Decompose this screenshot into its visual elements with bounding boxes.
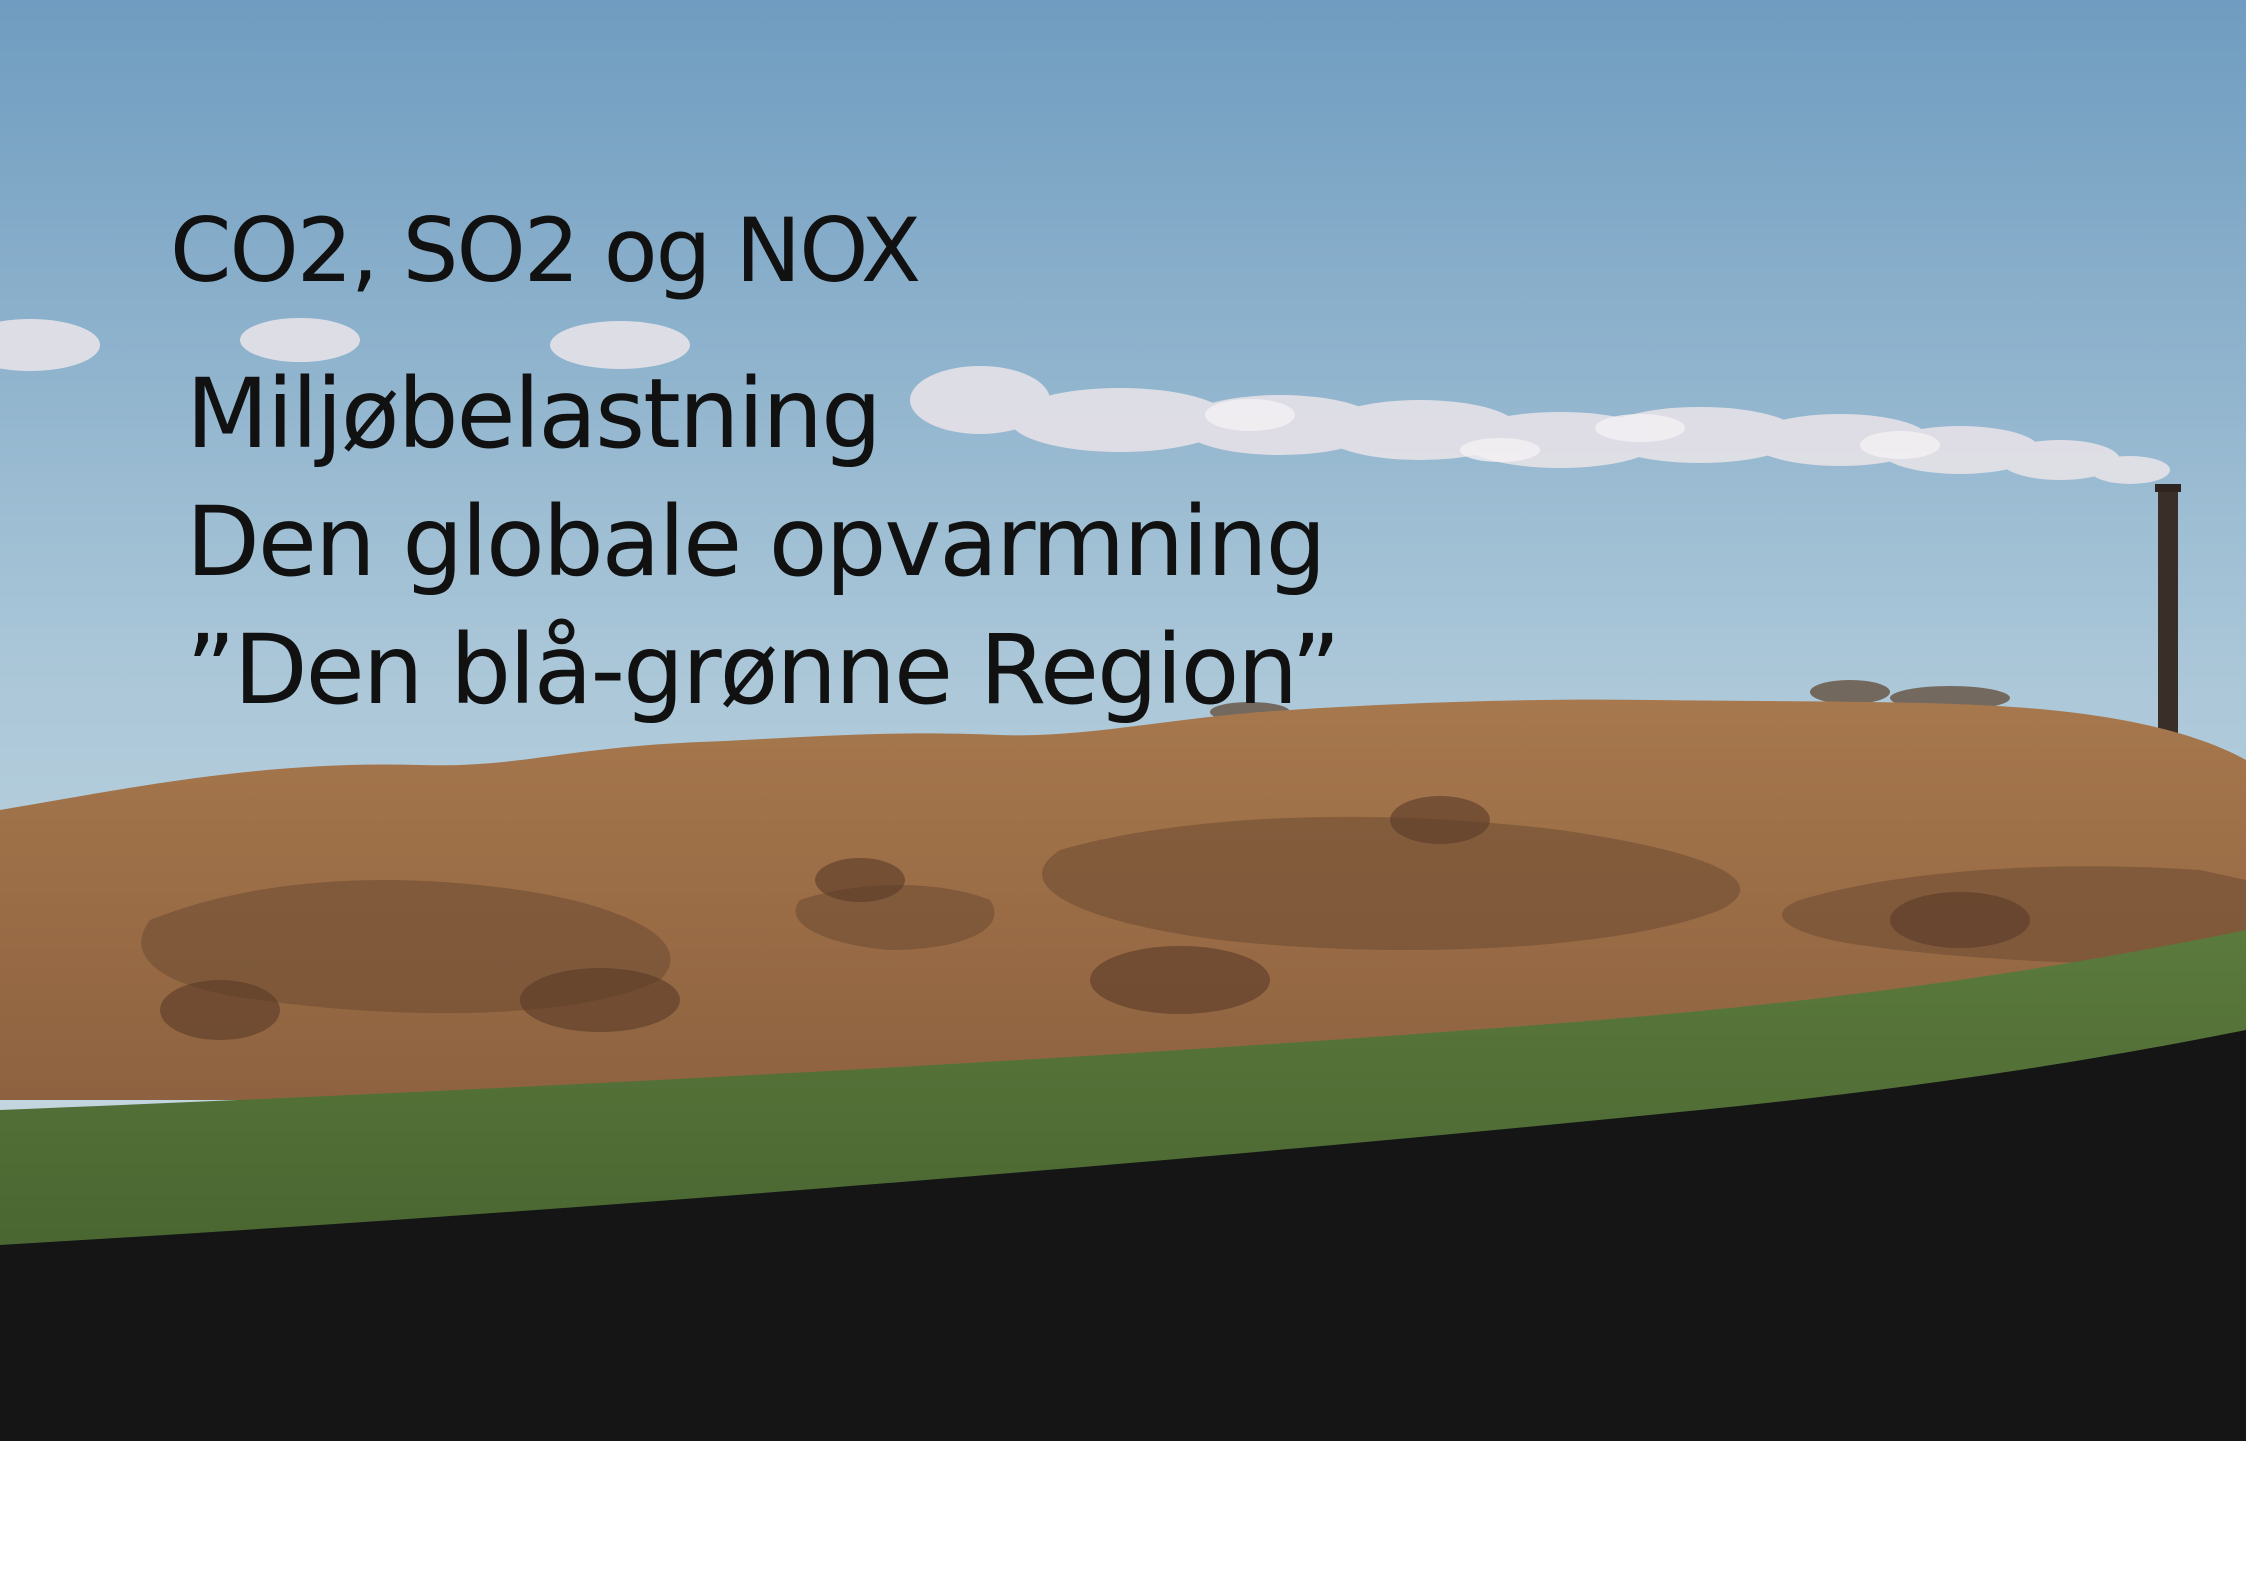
line-global-warming: Den globale opvarmning xyxy=(186,486,1327,598)
line-blue-green-region: ”Den blå-grønne Region” xyxy=(186,614,1341,726)
landscape-illustration xyxy=(0,0,2246,1441)
slide-title: CO2, SO2 og NOX xyxy=(170,199,921,302)
landscape-photo xyxy=(0,0,2246,1441)
bullet-lines: Miljøbelastning Den globale opvarmning ”… xyxy=(186,350,1341,734)
shrubs xyxy=(160,796,2030,1040)
smoke-highlights xyxy=(1205,399,1940,462)
line-miljobelastning: Miljøbelastning xyxy=(186,358,882,470)
field-shadow xyxy=(0,1030,2246,1441)
chimney xyxy=(2158,488,2178,763)
hill-shadows xyxy=(141,816,2246,1014)
